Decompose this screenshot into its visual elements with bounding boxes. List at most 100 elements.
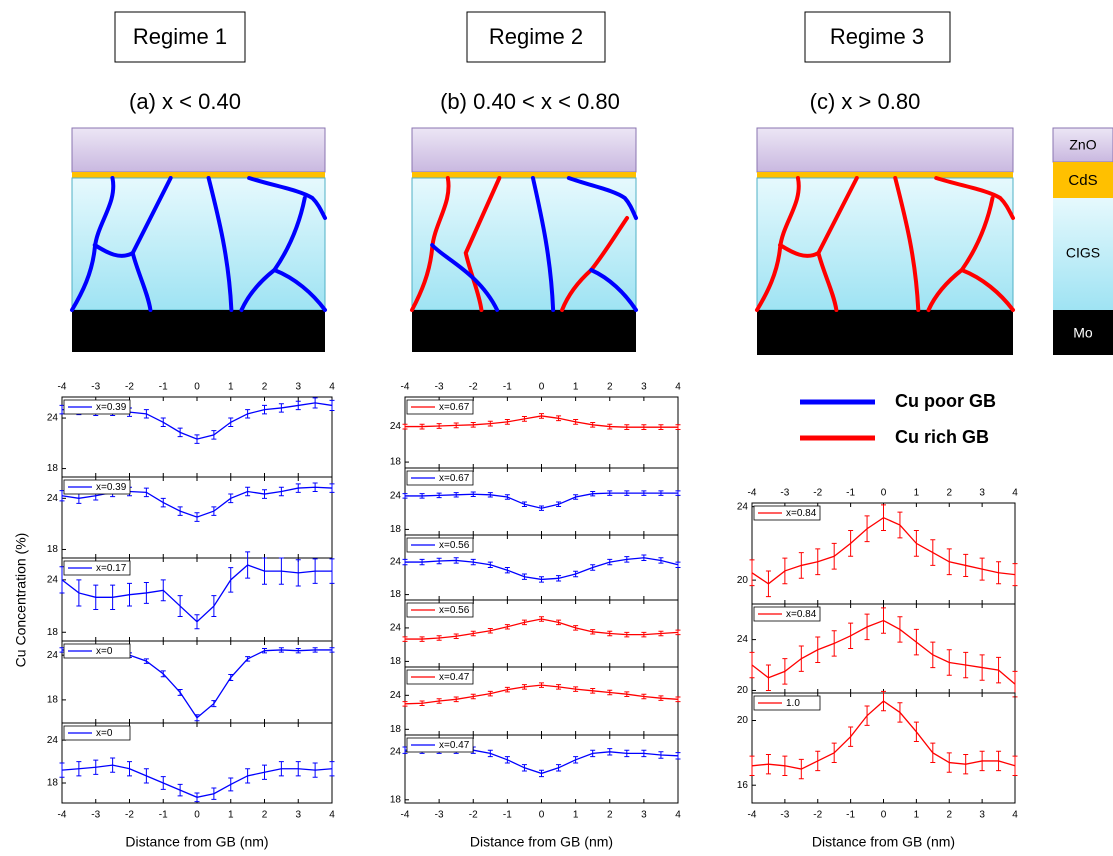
series-legend-box <box>406 537 474 553</box>
error-bar <box>897 702 903 723</box>
error-bar <box>194 792 200 803</box>
error-bar <box>539 769 544 778</box>
x-tick-label: 2 <box>262 810 268 821</box>
error-bar <box>848 726 854 747</box>
error-bar <box>419 558 425 566</box>
error-bar <box>556 415 562 422</box>
error-bar <box>329 647 335 653</box>
error-bar <box>881 690 886 712</box>
error-bar <box>590 749 596 758</box>
error-bar <box>913 530 919 557</box>
y-tick-label: 20 <box>737 715 749 726</box>
error-bar <box>624 556 630 563</box>
series-legend-label: 1.0 <box>786 698 800 709</box>
error-bar <box>848 622 854 649</box>
series-legend-box <box>406 669 474 685</box>
x-tick-label: -3 <box>435 810 444 821</box>
x-axis-label: Distance from GB (nm) <box>812 834 955 850</box>
error-bar <box>245 768 251 784</box>
error-bar <box>1012 563 1018 587</box>
y-tick-label: 24 <box>390 557 402 568</box>
error-bar <box>963 651 969 679</box>
error-bar <box>59 762 65 778</box>
error-bar <box>228 567 234 593</box>
error-bar <box>782 557 788 585</box>
layer-swatch <box>1053 198 1113 310</box>
error-bar <box>295 483 301 493</box>
error-bar <box>765 664 771 691</box>
series-legend-label: x=0 <box>96 646 113 657</box>
y-tick-label: 18 <box>390 524 402 535</box>
error-bar <box>675 752 681 760</box>
x-tick-label: -2 <box>125 382 134 393</box>
error-bar <box>402 701 408 707</box>
y-axis-label: Cu Concentration (%) <box>13 533 29 668</box>
x-tick-label: 0 <box>881 810 887 821</box>
error-bar <box>521 416 527 422</box>
x-tick-label: 2 <box>262 382 268 393</box>
error-bar <box>641 631 647 638</box>
error-bar <box>996 561 1002 585</box>
error-bar <box>211 787 217 800</box>
error-bar <box>749 755 755 776</box>
series-legend-label: x=0 <box>96 728 113 739</box>
error-bar <box>329 558 335 584</box>
y-tick-label: 18 <box>47 778 59 789</box>
error-bar <box>93 584 99 611</box>
error-bar <box>573 418 579 425</box>
error-bar <box>539 682 544 688</box>
error-bar <box>504 624 510 630</box>
x-tick-label: 1 <box>573 382 579 393</box>
error-bar <box>521 501 527 508</box>
error-bar <box>521 684 527 690</box>
layer-label: Mo <box>1073 325 1093 341</box>
layer-label: ZnO <box>1069 137 1096 153</box>
error-bar <box>573 756 579 764</box>
series-legend-label: x=0.56 <box>439 540 470 551</box>
x-tick-label: -3 <box>780 810 789 821</box>
y-tick-label: 24 <box>47 574 59 585</box>
error-bar <box>607 630 613 637</box>
error-bar <box>436 635 442 641</box>
regime-label: Regime 3 <box>830 24 924 49</box>
error-bar <box>798 552 804 579</box>
data-line <box>61 649 332 719</box>
error-bar <box>765 753 771 775</box>
error-bar <box>675 561 681 568</box>
error-bar <box>765 570 771 598</box>
series-legend-label: x=0.47 <box>439 672 470 683</box>
error-bar <box>93 759 99 775</box>
series-legend-box <box>63 399 131 415</box>
error-bar <box>329 399 335 411</box>
error-bar <box>504 418 510 425</box>
error-bar <box>127 761 132 777</box>
error-bar <box>436 698 442 704</box>
series-legend-box <box>406 602 474 618</box>
error-bar <box>607 423 613 430</box>
error-bar <box>228 674 234 682</box>
error-bar <box>453 492 459 498</box>
regime-box <box>114 11 246 63</box>
error-bar <box>831 742 837 764</box>
error-bar <box>312 762 318 778</box>
x-tick-label: -1 <box>846 488 855 499</box>
error-bar <box>539 576 544 583</box>
error-bar <box>590 629 596 635</box>
error-bar <box>641 749 647 758</box>
error-bar <box>453 696 459 703</box>
y-tick-label: 18 <box>390 656 402 667</box>
error-bar <box>979 557 985 581</box>
error-bar <box>329 483 335 493</box>
error-bar <box>470 421 476 428</box>
series-legend-box <box>753 606 821 622</box>
error-bar <box>160 417 166 427</box>
error-bar <box>295 761 301 777</box>
x-tick-label: 0 <box>539 810 545 821</box>
error-bar <box>76 761 82 777</box>
error-bar <box>436 423 442 429</box>
layer-swatch <box>1052 127 1113 163</box>
error-bar <box>963 753 969 775</box>
error-bar <box>590 421 596 428</box>
x-tick-label: 4 <box>329 382 335 393</box>
x-tick-label: 1 <box>228 810 234 821</box>
